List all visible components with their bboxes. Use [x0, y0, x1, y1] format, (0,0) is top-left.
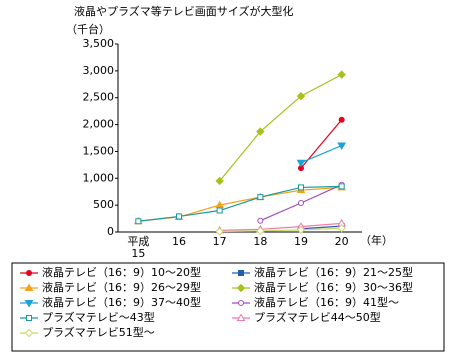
- series-line: [300, 225, 342, 230]
- point: [337, 70, 346, 79]
- point: [215, 176, 224, 186]
- legend-marker: [24, 283, 34, 291]
- y-tick-label: 2,000: [83, 118, 115, 131]
- legend-label: プラズマテレビ～43型: [42, 310, 155, 324]
- series-line: [219, 227, 342, 233]
- point: [296, 225, 306, 235]
- legend-marker: [238, 300, 244, 306]
- y-tick-label: 0: [107, 225, 114, 238]
- point: [176, 213, 182, 220]
- series-line: [219, 222, 342, 231]
- legend-marker: [26, 315, 32, 321]
- legend-label: 液晶テレビ（16：9）26～29型: [42, 280, 201, 294]
- point: [256, 226, 265, 236]
- legend-label: 液晶テレビ（16：9）41型～: [254, 295, 399, 309]
- x-tick-label: 平成15: [127, 235, 150, 260]
- y-tick-label: 500: [93, 198, 114, 211]
- series-line: [219, 74, 342, 182]
- point: [296, 159, 306, 168]
- point: [337, 142, 347, 151]
- series-line: [300, 144, 342, 164]
- point: [338, 116, 345, 123]
- y-axis-label: （千台）: [66, 22, 110, 36]
- point: [337, 224, 346, 233]
- x-tick-label: 16: [172, 235, 186, 248]
- legend-marker: [238, 270, 244, 276]
- x-tick-label: 20: [334, 235, 349, 248]
- series-line: [300, 119, 343, 169]
- legend-label: 液晶テレビ（16：9）37～40型: [42, 295, 201, 309]
- x-axis-label: （年）: [360, 233, 393, 247]
- legend-box: [11, 262, 445, 352]
- x-tick-label: 18: [253, 235, 268, 248]
- point: [215, 227, 224, 236]
- series-line: [138, 185, 342, 222]
- y-tick-label: 3,500: [83, 37, 115, 50]
- point: [298, 199, 304, 206]
- legend-marker: [26, 270, 32, 276]
- legend-marker: [24, 328, 34, 338]
- point: [257, 194, 264, 201]
- y-tick-label: 2,500: [83, 91, 115, 104]
- legend-label: プラズマテレビ51型～: [42, 325, 155, 339]
- point: [296, 91, 306, 101]
- y-tick-label: 1,500: [83, 144, 115, 157]
- y-tick-label: 3,000: [83, 64, 115, 77]
- legend-label: 液晶テレビ（16：9）21～25型: [254, 265, 413, 279]
- point: [135, 218, 142, 225]
- x-tick-label: 19: [294, 235, 308, 248]
- point: [216, 207, 223, 214]
- legend-marker: [24, 300, 34, 308]
- point: [338, 183, 345, 190]
- chart-title: 液晶やプラズマ等テレビ画面サイズが大型化: [74, 4, 293, 18]
- legend-marker: [236, 283, 246, 293]
- legend-marker: [236, 313, 246, 321]
- legend-label: 液晶テレビ（16：9）30～36型: [254, 280, 413, 294]
- x-tick-label: 17: [212, 235, 227, 248]
- point: [256, 127, 265, 136]
- legend-label: 液晶テレビ（16：9）10～20型: [42, 265, 201, 279]
- point: [257, 217, 264, 224]
- legend-label: プラズマテレビ44～50型: [254, 310, 381, 324]
- y-tick-label: 1,000: [83, 171, 115, 184]
- point: [298, 184, 304, 191]
